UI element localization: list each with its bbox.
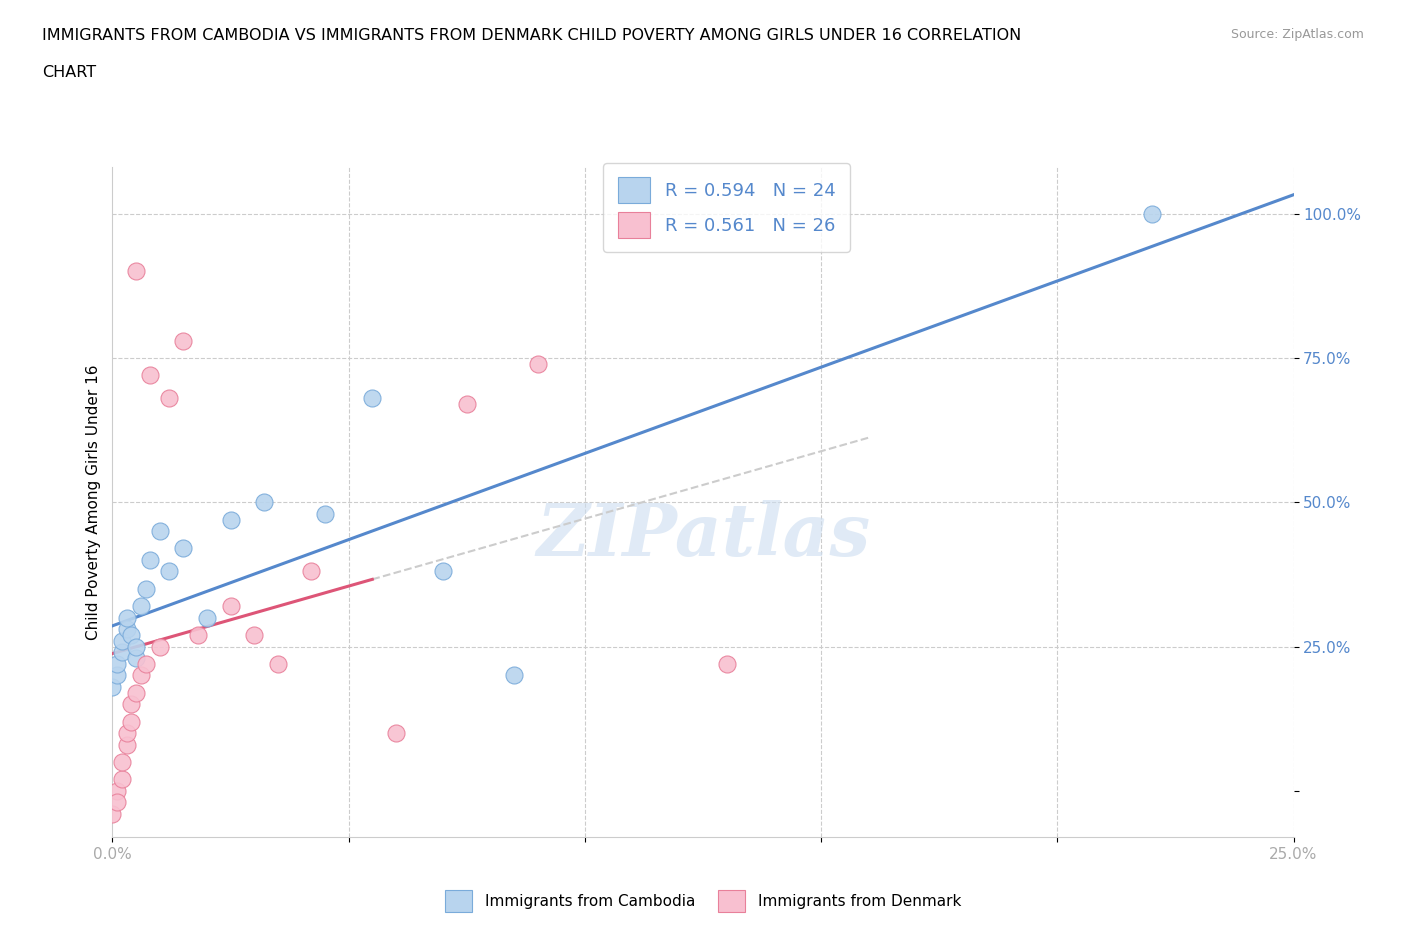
Point [125,639,148,654]
Point [172,333,194,348]
Point [125,651,148,666]
Point [115,610,138,625]
Point [716,657,738,671]
Point [111,633,134,648]
Legend: R = 0.594   N = 24, R = 0.561   N = 26: R = 0.594 N = 24, R = 0.561 N = 26 [603,163,849,252]
Point [1140,206,1163,221]
Point [314,506,336,521]
Point [219,599,242,614]
Point [157,564,180,578]
Point [101,680,124,695]
Point [139,367,162,382]
Point [125,264,148,279]
Point [115,622,138,637]
Point [115,725,138,740]
Point [129,599,152,614]
Point [267,657,290,671]
Point [195,610,218,625]
Point [111,754,134,769]
Point [157,391,180,405]
Point [253,495,276,510]
Point [105,657,128,671]
Point [172,541,194,556]
Point [120,697,142,711]
Point [129,668,152,683]
Point [105,668,128,683]
Point [432,564,454,578]
Point [219,512,242,527]
Text: Source: ZipAtlas.com: Source: ZipAtlas.com [1230,28,1364,41]
Point [385,725,408,740]
Point [105,795,128,810]
Point [111,772,134,787]
Point [115,737,138,752]
Point [120,628,142,643]
Point [135,657,157,671]
Legend: Immigrants from Cambodia, Immigrants from Denmark: Immigrants from Cambodia, Immigrants fro… [439,884,967,918]
Point [149,639,172,654]
Text: ZIPatlas: ZIPatlas [536,500,870,571]
Point [503,668,526,683]
Point [135,581,157,596]
Point [139,552,162,567]
Point [456,396,478,411]
Point [101,806,124,821]
Point [299,564,322,578]
Point [105,783,128,798]
Y-axis label: Child Poverty Among Girls Under 16: Child Poverty Among Girls Under 16 [86,365,101,640]
Text: IMMIGRANTS FROM CAMBODIA VS IMMIGRANTS FROM DENMARK CHILD POVERTY AMONG GIRLS UN: IMMIGRANTS FROM CAMBODIA VS IMMIGRANTS F… [42,28,1021,43]
Point [361,391,384,405]
Point [120,714,142,729]
Point [243,628,266,643]
Point [526,356,548,371]
Point [111,644,134,659]
Point [149,524,172,538]
Point [186,628,208,643]
Text: CHART: CHART [42,65,96,80]
Point [125,685,148,700]
